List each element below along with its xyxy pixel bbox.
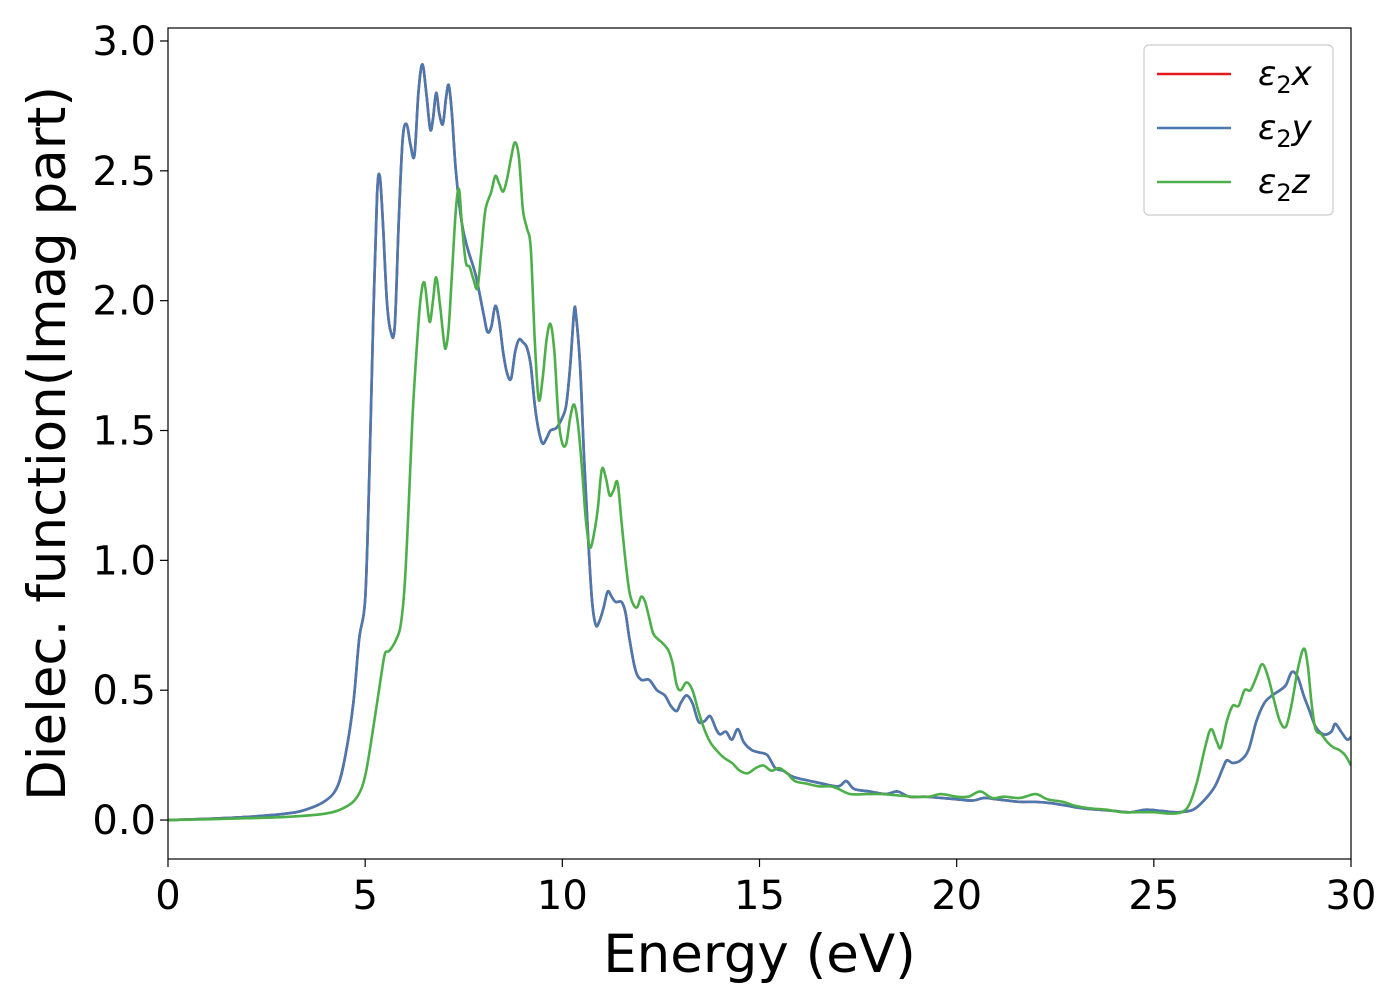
y-tick-label: 0.5: [92, 668, 156, 714]
x-tick-label: 15: [734, 873, 785, 919]
series-line-y: [168, 63, 1351, 822]
chart-legend: ε2x ε2y ε2z: [1143, 44, 1334, 216]
y-tick-label: 2.5: [92, 149, 156, 195]
y-tick-label: 1.0: [92, 538, 156, 584]
y-tick-label: 2.0: [92, 279, 156, 325]
y-axis-ticks: 0.0 0.5 1.0 1.5 2.0 2.5 3.0: [92, 19, 168, 844]
series-line-z: [168, 140, 1351, 822]
legend-entry-label: ε2y: [1258, 108, 1313, 153]
legend-box: [1143, 44, 1334, 216]
x-tick-label: 25: [1128, 873, 1179, 919]
series-lines: [168, 63, 1351, 822]
x-tick-label: 20: [931, 873, 982, 919]
legend-entry-label: ε2z: [1258, 162, 1311, 207]
x-tick-label: 0: [155, 873, 180, 919]
y-tick-label: 3.0: [92, 19, 156, 65]
x-axis-label: Energy (eV): [603, 924, 916, 985]
y-axis-label: Dielec. function(Imag part): [17, 86, 78, 801]
x-tick-label: 30: [1326, 873, 1377, 919]
y-tick-label: 1.5: [92, 409, 156, 455]
x-tick-label: 10: [537, 873, 588, 919]
legend-entry-label: ε2x: [1258, 54, 1313, 99]
x-axis-ticks: 0 5 10 15 20 25 30: [155, 859, 1376, 919]
x-tick-label: 5: [352, 873, 377, 919]
y-tick-label: 0.0: [92, 798, 156, 844]
